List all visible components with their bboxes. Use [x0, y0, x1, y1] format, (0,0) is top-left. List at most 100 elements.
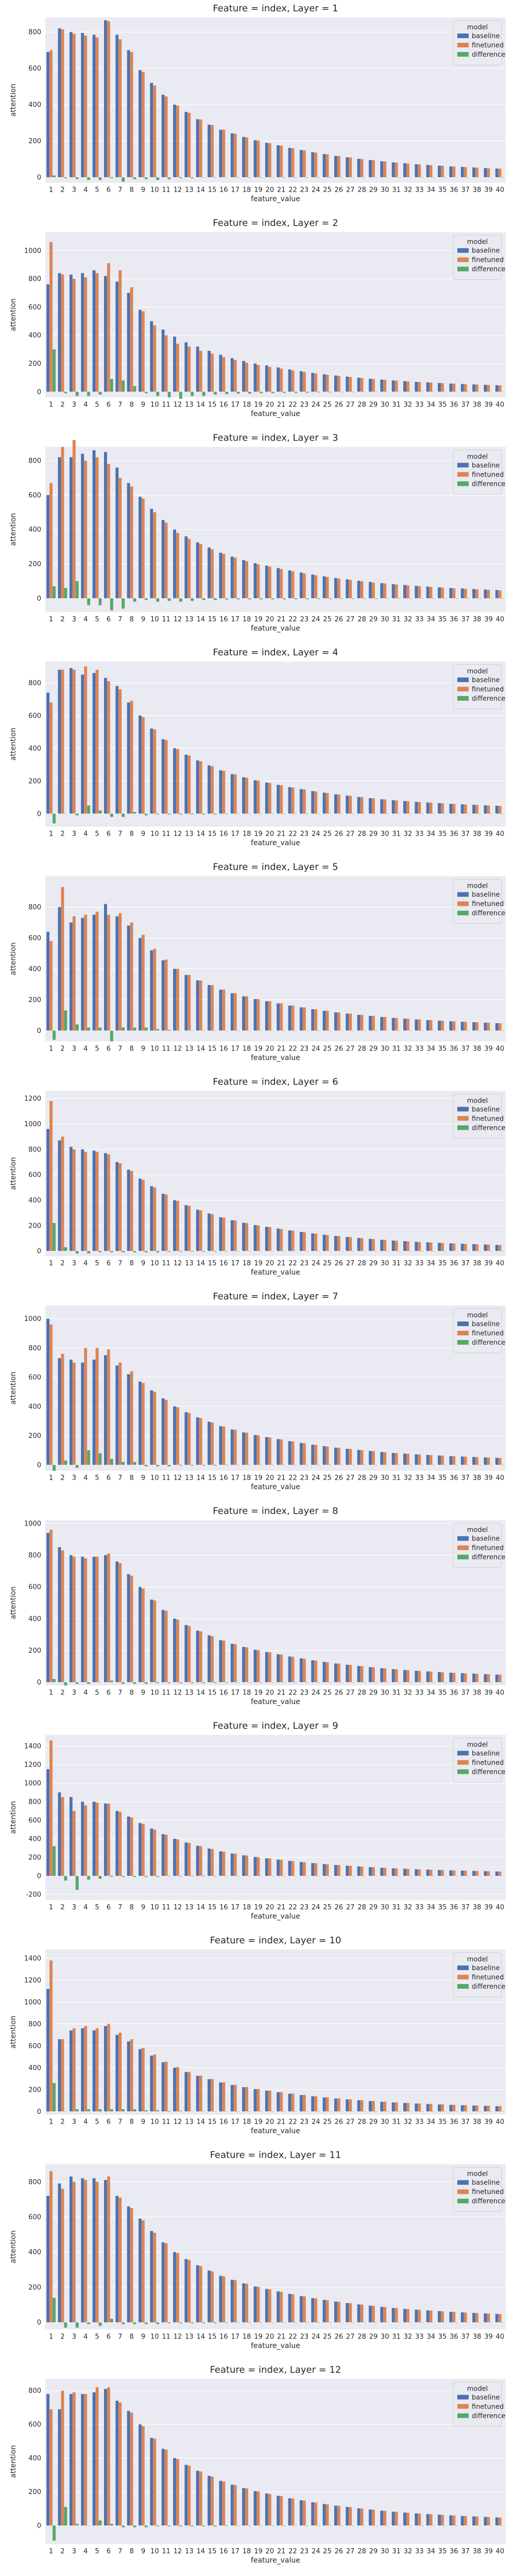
bar-baseline	[299, 2500, 303, 2526]
plot-area	[45, 1950, 506, 2115]
bar-finetuned	[211, 1849, 214, 1876]
bar-baseline	[196, 2470, 199, 2526]
x-tick-label: 32	[404, 1904, 413, 1911]
x-tick-label: 32	[404, 2119, 413, 2126]
x-tick-label: 20	[266, 2119, 274, 2126]
bar-finetuned	[176, 533, 179, 599]
x-tick-label: 4	[83, 1904, 88, 1911]
bar-finetuned	[406, 2103, 409, 2112]
bar-finetuned	[233, 1644, 237, 1683]
bar-baseline	[449, 2105, 453, 2112]
bar-baseline	[277, 367, 280, 392]
bar-difference	[432, 1682, 436, 1683]
bar-difference	[110, 1876, 113, 1877]
bar-baseline	[46, 1989, 50, 2112]
legend-swatch-difference	[457, 1984, 469, 1989]
bar-difference	[386, 1030, 390, 1031]
bar-finetuned	[291, 787, 295, 814]
bar-difference	[75, 581, 79, 599]
bar-finetuned	[441, 2515, 444, 2526]
bar-finetuned	[118, 39, 122, 178]
bar-finetuned	[349, 1449, 352, 1465]
x-tick-label: 29	[369, 1260, 378, 1267]
bar-baseline	[322, 154, 326, 178]
bar-baseline	[449, 1870, 453, 1876]
bar-finetuned	[441, 1455, 444, 1465]
bar-finetuned	[441, 1870, 444, 1876]
bar-difference	[294, 1682, 298, 1683]
x-tick-label: 35	[438, 401, 447, 409]
y-tick-label: 200	[28, 138, 41, 145]
bar-finetuned	[418, 1242, 421, 1251]
bar-finetuned	[302, 1443, 306, 1465]
x-tick-label: 13	[185, 831, 194, 838]
legend-swatch-difference	[457, 1554, 469, 1560]
bar-baseline	[58, 2409, 61, 2526]
bar-finetuned	[118, 2032, 122, 2112]
bar-difference	[432, 1030, 436, 1031]
bar-difference	[444, 598, 447, 599]
x-tick-label: 26	[335, 1904, 344, 1911]
bar-difference	[432, 2111, 436, 2112]
bar-baseline	[288, 369, 291, 392]
bar-difference	[75, 1465, 79, 1468]
bar-finetuned	[452, 1870, 456, 1876]
legend-title: model	[467, 1097, 488, 1105]
x-tick-label: 28	[357, 401, 366, 409]
bar-finetuned	[291, 1861, 295, 1876]
legend-title: model	[467, 24, 488, 31]
bar-difference	[64, 1460, 67, 1465]
bar-finetuned	[372, 1667, 375, 1683]
bar-baseline	[403, 2309, 406, 2323]
bar-finetuned	[268, 1652, 271, 1683]
bar-finetuned	[383, 2102, 387, 2112]
bar-difference	[340, 1682, 344, 1683]
x-tick-label: 20	[266, 187, 274, 194]
y-tick-label: 1200	[24, 1977, 41, 1985]
legend-swatch-baseline	[457, 248, 469, 253]
bar-finetuned	[418, 382, 421, 392]
bar-baseline	[242, 2283, 246, 2323]
bar-finetuned	[142, 717, 145, 814]
bar-difference	[75, 392, 79, 396]
chart-panel: Feature = index, Layer = 302004006008001…	[9, 432, 506, 633]
bar-difference	[225, 177, 229, 178]
y-axis-label: attention	[9, 942, 18, 975]
y-axis-label: attention	[9, 83, 18, 116]
bar-baseline	[288, 2294, 291, 2323]
bar-baseline	[219, 2481, 222, 2526]
bar-baseline	[299, 789, 303, 814]
bar-baseline	[299, 1658, 303, 1683]
bar-finetuned	[84, 1805, 88, 1876]
bar-finetuned	[383, 583, 387, 599]
x-tick-label: 9	[141, 1260, 145, 1267]
x-tick-label: 18	[243, 187, 251, 194]
y-tick-label: 800	[28, 29, 41, 37]
bar-baseline	[208, 2476, 211, 2526]
bar-difference	[110, 379, 113, 392]
bar-finetuned	[211, 549, 214, 599]
bar-difference	[191, 598, 194, 601]
bar-finetuned	[325, 1446, 329, 1465]
bar-baseline	[265, 1652, 268, 1683]
bar-finetuned	[72, 669, 76, 814]
x-tick-label: 19	[254, 1475, 263, 1482]
x-tick-label: 17	[231, 831, 240, 838]
bar-difference	[144, 392, 148, 394]
x-tick-label: 23	[300, 401, 309, 409]
bar-finetuned	[383, 2307, 387, 2323]
x-tick-label: 31	[392, 1689, 401, 1697]
bar-difference	[352, 2111, 355, 2112]
bar-difference	[248, 1682, 251, 1683]
x-tick-label: 18	[243, 401, 251, 409]
bar-finetuned	[372, 2306, 375, 2323]
bar-baseline	[495, 1458, 499, 1465]
bar-difference	[455, 177, 459, 178]
bar-baseline	[242, 1223, 246, 1251]
x-tick-label: 4	[83, 616, 88, 623]
bar-baseline	[81, 273, 84, 392]
y-tick-label: 200	[28, 996, 41, 1004]
legend-swatch-finetuned	[457, 687, 469, 691]
bar-difference	[398, 1682, 401, 1683]
